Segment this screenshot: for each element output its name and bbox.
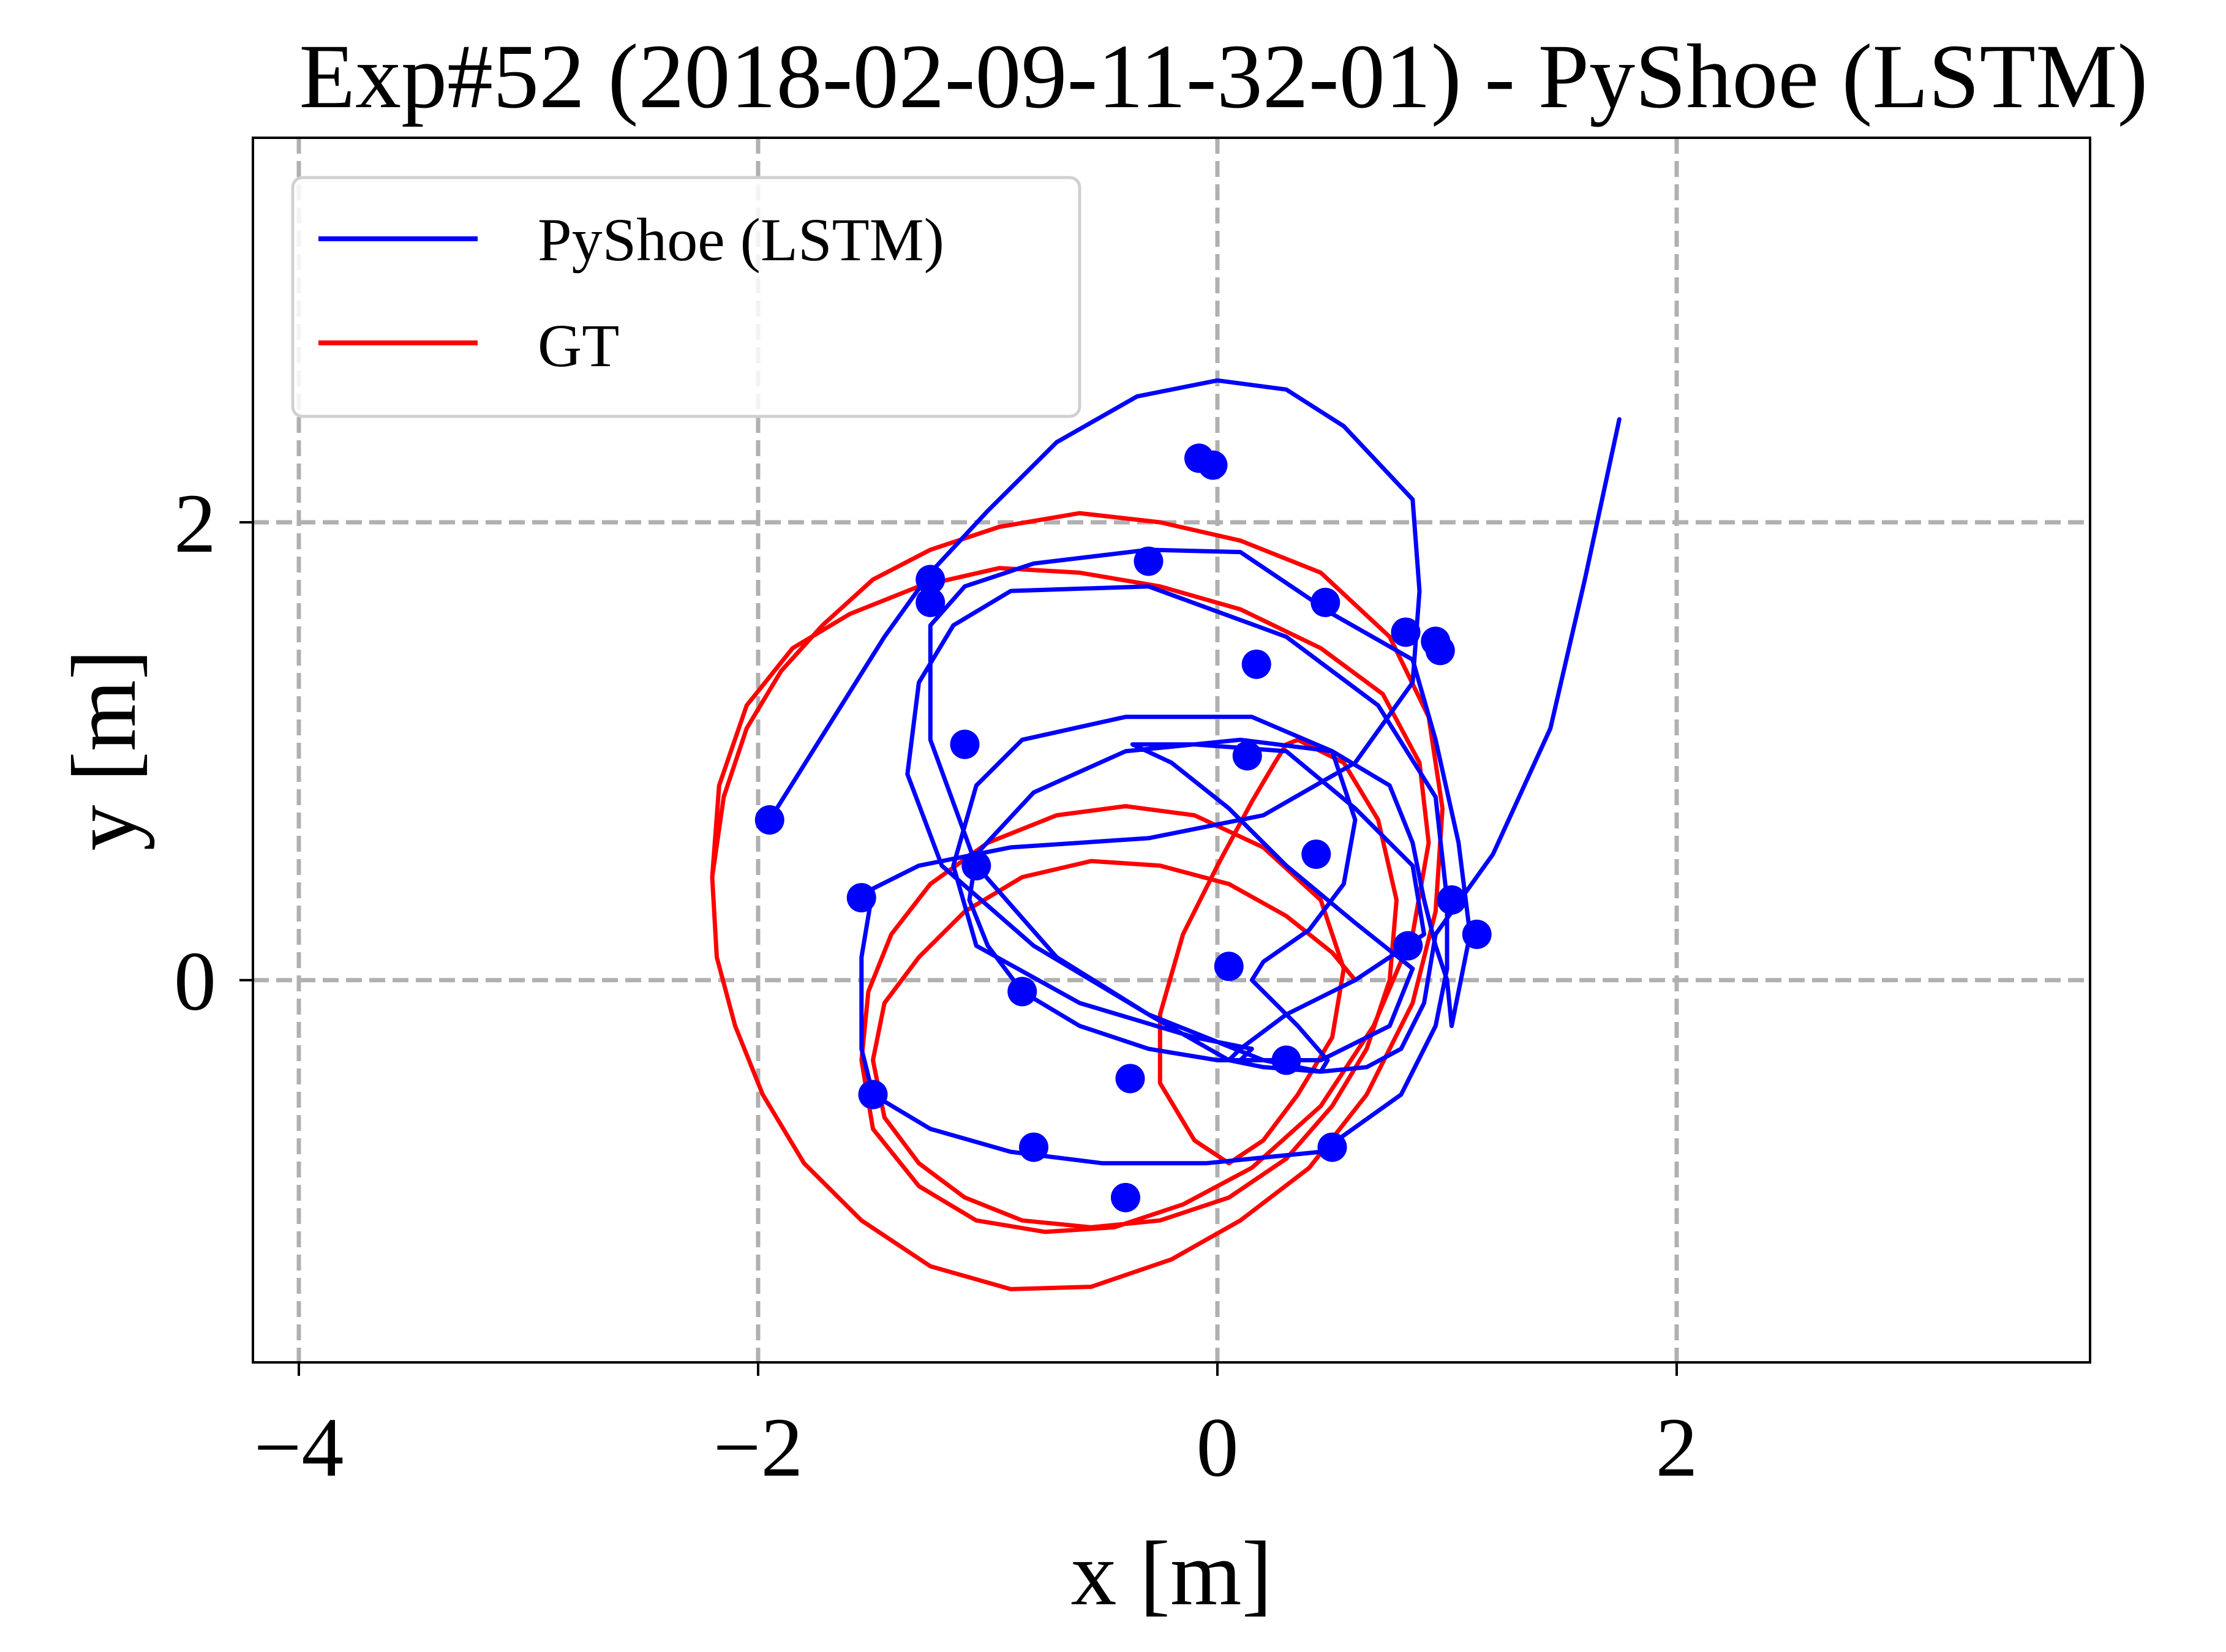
step-marker	[1301, 839, 1331, 869]
step-marker	[1393, 931, 1423, 961]
legend-label-gt: GT	[538, 312, 619, 380]
step-marker	[1007, 977, 1037, 1007]
step-marker	[1310, 587, 1340, 617]
step-marker	[1317, 1132, 1347, 1162]
step-marker	[1437, 885, 1467, 915]
legend-label-pyshoe: PyShoe (LSTM)	[538, 206, 944, 274]
step-markers	[754, 443, 1492, 1212]
x-tick-label: −2	[713, 1400, 803, 1494]
x-tick-label: 0	[1197, 1400, 1239, 1494]
pyshoe-series	[767, 378, 1622, 1166]
step-marker	[1462, 919, 1492, 949]
step-marker	[1019, 1132, 1048, 1162]
legend: PyShoe (LSTM) GT	[291, 176, 1081, 418]
plot-frame	[252, 137, 2091, 1364]
step-marker	[916, 565, 946, 595]
step-marker	[1241, 649, 1271, 679]
pyshoe-trajectory-line	[767, 378, 1622, 1166]
step-marker	[1111, 1182, 1140, 1212]
ticks: −4 −2 0 2 0 2	[174, 476, 1698, 1494]
x-tick-label: −4	[254, 1400, 344, 1494]
step-marker	[1271, 1045, 1301, 1075]
legend-box	[291, 176, 1081, 418]
step-marker	[1391, 617, 1421, 647]
step-marker	[961, 850, 991, 880]
step-marker	[858, 1079, 888, 1109]
step-marker	[1214, 952, 1244, 982]
step-marker	[950, 729, 980, 759]
step-marker	[1115, 1064, 1145, 1094]
x-tick-label: 2	[1656, 1400, 1698, 1494]
step-marker	[1232, 741, 1262, 771]
step-marker	[916, 587, 946, 617]
step-marker	[1134, 546, 1164, 576]
chart-title: Exp#52 (2018-02-09-11-32-01) - PyShoe (L…	[299, 26, 2148, 127]
gt-trajectory-line	[710, 511, 1445, 1291]
y-tick-label: 2	[174, 476, 216, 570]
y-axis-label: y [m]	[53, 649, 155, 850]
step-marker	[1198, 450, 1228, 480]
y-tick-label: 0	[174, 934, 216, 1028]
gt-series	[710, 511, 1445, 1291]
step-marker	[754, 805, 784, 835]
x-axis-label: x [m]	[1070, 1523, 1272, 1624]
step-marker	[1425, 636, 1455, 666]
step-marker	[846, 883, 876, 913]
